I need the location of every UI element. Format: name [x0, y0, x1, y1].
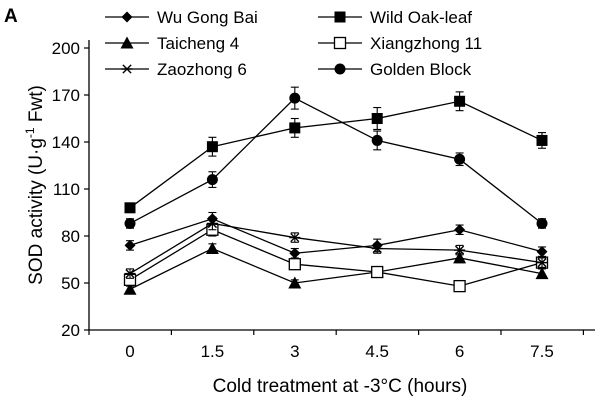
legend-label: Taicheng 4	[157, 34, 239, 53]
legend-item-wu-gong-bai: Wu Gong Bai	[105, 8, 258, 27]
legend-item-wild-oak-leaf: Wild Oak-leaf	[318, 8, 472, 27]
x-tick-label: 6	[455, 342, 464, 361]
legend-item-xiangzhong-11: Xiangzhong 11	[318, 34, 482, 53]
y-ticks: 20 50 80 110 140 170 200	[52, 39, 89, 340]
data-point	[535, 267, 549, 280]
x-tick-label: 4.5	[365, 342, 389, 361]
data-point	[454, 153, 466, 165]
series-xiangzhong-11	[123, 222, 549, 293]
data-point	[371, 265, 384, 279]
asterisk-stroke	[372, 243, 382, 254]
legend-label: Xiangzhong 11	[370, 34, 482, 53]
data-point	[206, 218, 218, 229]
data-point	[124, 239, 136, 251]
data-point	[289, 247, 301, 259]
asterisk-stroke	[290, 232, 300, 243]
y-axis-label-main: SOD activity (U·g	[26, 138, 47, 285]
asterisk-stroke	[207, 218, 218, 229]
legend-label: Wild Oak-leaf	[370, 8, 472, 27]
y-tick-label: 50	[61, 274, 80, 293]
legend-item-golden-block: Golden Block	[318, 60, 472, 79]
legend-label: Zaozhong 6	[157, 60, 247, 79]
axes	[88, 40, 595, 331]
data-point	[206, 174, 218, 186]
legend-marker	[334, 63, 346, 75]
legend-marker	[121, 11, 133, 23]
panel-label: A	[4, 6, 18, 27]
series-line	[129, 222, 543, 275]
data-point	[454, 224, 466, 236]
series-line	[129, 247, 543, 290]
y-tick-label: 110	[53, 180, 80, 199]
series-zaozhong-6	[124, 216, 548, 279]
series-line	[129, 229, 543, 287]
data-point	[289, 122, 301, 134]
asterisk-stroke	[125, 268, 135, 279]
legend-item-zaozhong-6: Zaozhong 6	[105, 60, 247, 79]
legend-marker	[120, 36, 134, 49]
data-point	[536, 217, 548, 229]
x-axis-label: Cold treatment at -3°C (hours)	[213, 376, 468, 397]
x-tick-label: 1.5	[201, 342, 225, 361]
y-axis-label-end: Fwt)	[26, 85, 47, 127]
series-golden-block	[124, 86, 548, 229]
data-point	[371, 113, 383, 124]
y-tick-label: 170	[52, 86, 80, 105]
legend-label: Golden Block	[370, 60, 472, 79]
legend-item-taicheng-4: Taicheng 4	[105, 34, 239, 53]
data-point	[124, 202, 136, 214]
data-point	[536, 246, 548, 258]
legend: Wu Gong Bai Wild Oak-leaf Taicheng 4 Xiangz…	[105, 8, 482, 79]
series-line	[129, 100, 543, 209]
data-point	[288, 258, 301, 271]
data-point	[536, 134, 548, 146]
data-point	[536, 258, 548, 268]
asterisk-stroke	[537, 258, 547, 268]
data-point	[371, 243, 383, 254]
data-point	[453, 251, 467, 264]
series-line	[129, 97, 543, 225]
y-axis-label-superscript: -1	[23, 127, 37, 138]
data-point	[288, 276, 302, 289]
data-point	[289, 92, 301, 104]
series-layer	[123, 86, 549, 295]
x-tick-label: 0	[125, 342, 134, 361]
legend-marker	[121, 64, 133, 74]
data-point	[205, 242, 219, 255]
series-wu-gong-bai	[124, 211, 548, 259]
data-point	[453, 279, 466, 293]
legend-marker	[333, 36, 347, 50]
data-point	[206, 141, 218, 153]
legend-label: Wu Gong Bai	[157, 8, 258, 27]
series-wild-oak-leaf	[124, 91, 548, 214]
x-ticks: 0 1.5 3 4.5 6 7.5	[88, 330, 585, 361]
asterisk-stroke	[454, 245, 465, 255]
y-tick-label: 80	[61, 227, 80, 246]
series-line	[129, 218, 543, 254]
x-tick-label: 7.5	[530, 342, 554, 361]
data-point	[289, 232, 301, 243]
y-tick-label: 200	[52, 39, 80, 58]
y-tick-label: 140	[52, 133, 80, 152]
data-point	[124, 268, 136, 279]
y-tick-label: 20	[61, 321, 80, 340]
data-point	[371, 134, 383, 146]
data-point	[454, 245, 466, 255]
asterisk-stroke	[122, 64, 132, 74]
legend-marker	[334, 11, 346, 23]
y-axis-label: SOD activity (U·g-1 Fwt)	[23, 85, 47, 285]
data-point	[124, 217, 136, 229]
x-tick-label: 3	[290, 342, 299, 361]
data-point	[454, 95, 466, 107]
data-point	[123, 282, 137, 295]
